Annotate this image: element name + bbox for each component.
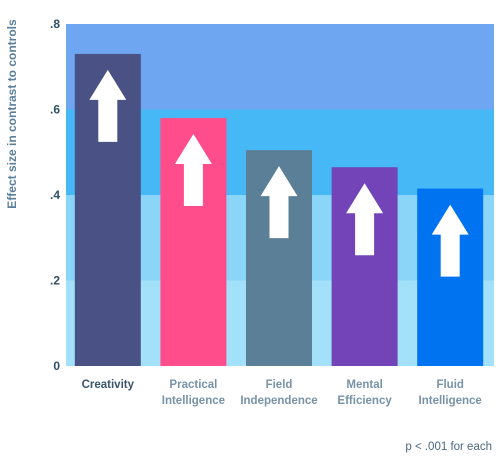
bars — [74, 53, 484, 367]
y-tick-label: .4 — [50, 188, 60, 202]
y-axis-ticks: 0 .2 .4 .6 .8 — [50, 17, 60, 373]
x-category-label-line: Field — [266, 379, 293, 391]
x-category-label-line: Intelligence — [419, 395, 482, 407]
x-category-label-line: Mental — [346, 379, 382, 391]
x-category-label: Fluid Intelligence — [419, 379, 482, 407]
x-category-label-line: Practical — [169, 379, 217, 391]
x-category-label: Practical Intelligence — [162, 379, 225, 407]
up-arrow-icon — [431, 204, 469, 277]
y-tick-label: .8 — [50, 17, 60, 31]
footnote: p < .001 for each — [405, 441, 492, 453]
y-tick-label: .6 — [50, 103, 60, 117]
x-category-label: Creativity — [82, 379, 135, 391]
x-category-label: Mental Efficiency — [337, 379, 392, 407]
y-tick-label: .2 — [50, 274, 60, 288]
up-arrow-icon — [89, 69, 127, 142]
x-category-label-line: Creativity — [82, 379, 135, 391]
up-arrow-icon — [174, 134, 212, 207]
y-tick-label: 0 — [53, 359, 60, 373]
x-axis-categories: Creativity Practical Intelligence Field Inde… — [82, 379, 482, 407]
x-category-label-line: Independence — [240, 395, 317, 407]
y-axis-label: Effect size in contrast to controls — [5, 19, 19, 209]
x-category-label-line: Efficiency — [337, 395, 392, 407]
x-category-label-line: Intelligence — [162, 395, 225, 407]
x-category-label-line: Fluid — [436, 379, 463, 391]
up-arrow-icon — [346, 183, 384, 256]
up-arrow-icon — [260, 166, 298, 239]
x-category-label: Field Independence — [240, 379, 317, 407]
